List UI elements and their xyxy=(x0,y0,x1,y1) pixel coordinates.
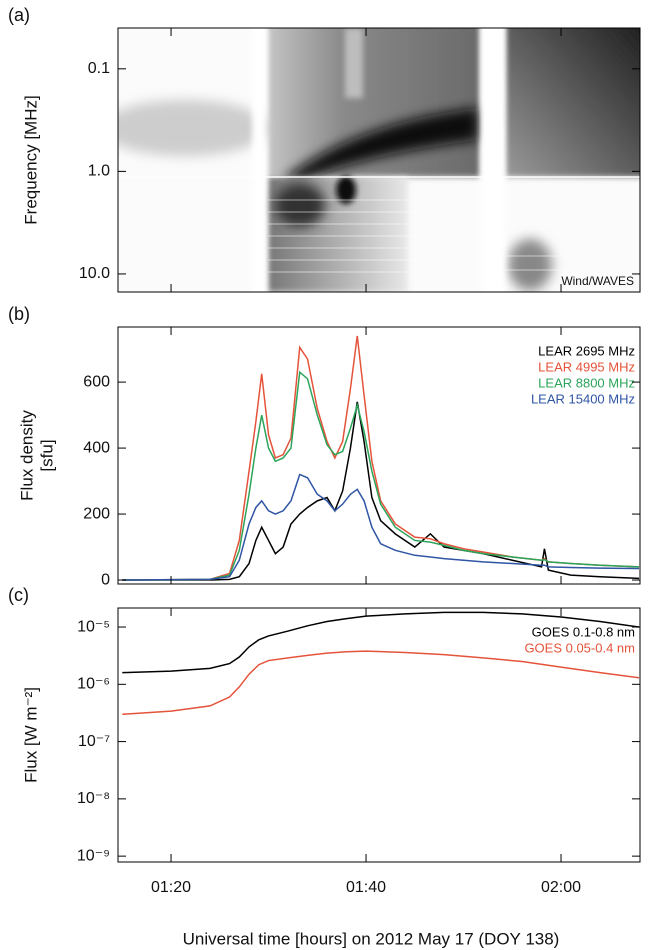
spectrogram-haze xyxy=(118,100,270,156)
panel-label: (a) xyxy=(8,5,30,25)
spectrogram-gap xyxy=(481,28,505,292)
y-tick-label: 10⁻⁷ xyxy=(78,733,110,750)
plot-frame xyxy=(117,27,641,293)
spectrogram-region xyxy=(505,28,640,177)
legend-entry: GOES 0.1-0.8 nm xyxy=(532,624,635,639)
legend-entry: LEAR 15400 MHz xyxy=(531,391,635,406)
spectrogram-blob xyxy=(275,183,325,227)
y-tick-label: 200 xyxy=(83,505,110,522)
plot-frame xyxy=(117,607,641,863)
y-tick-label: 10.0 xyxy=(79,265,110,282)
y-tick-label: 10⁻⁵ xyxy=(77,618,110,635)
series-line xyxy=(122,401,640,581)
series-line xyxy=(122,611,640,674)
annotation: Wind/WAVES xyxy=(561,274,634,288)
plot-frame xyxy=(117,326,641,585)
panel-label: (b) xyxy=(8,304,30,324)
series-line xyxy=(122,370,640,581)
legend-entry: LEAR 4995 MHz xyxy=(538,359,635,374)
y-tick-label: 10⁻⁶ xyxy=(77,676,110,693)
x-tick-label: 02:00 xyxy=(541,879,581,896)
y-tick-label: 600 xyxy=(83,373,110,390)
spectrogram-gap xyxy=(252,28,266,292)
y-axis-label: [sfu] xyxy=(37,439,56,471)
x-tick-label: 01:40 xyxy=(346,879,386,896)
spectrogram-band xyxy=(283,108,478,182)
y-axis-label: Flux density xyxy=(17,410,36,501)
y-tick-label: 0 xyxy=(101,571,110,588)
legend-entry: LEAR 2695 MHz xyxy=(538,343,635,358)
spectrogram xyxy=(118,28,640,292)
y-axis-label: Frequency [MHz] xyxy=(21,95,40,224)
y-tick-label: 1.0 xyxy=(88,163,110,180)
y-tick-label: 400 xyxy=(83,439,110,456)
series-line xyxy=(122,473,640,581)
spectrogram-streak xyxy=(345,28,363,98)
spectrogram-blob xyxy=(336,176,356,204)
x-axis-label: Universal time [hours] on 2012 May 17 (D… xyxy=(183,929,560,948)
x-tick-label: 01:20 xyxy=(151,879,191,896)
y-axis-label: Flux [W m⁻²] xyxy=(21,687,40,783)
y-tick-label: 10⁻⁹ xyxy=(77,847,110,864)
y-tick-label: 0.1 xyxy=(88,60,110,77)
y-tick-label: 10⁻⁸ xyxy=(77,790,110,807)
series-line xyxy=(122,650,640,716)
legend-entry: GOES 0.05-0.4 nm xyxy=(524,640,635,655)
spectrogram-blob xyxy=(508,239,552,291)
spectrogram-rows xyxy=(268,199,600,273)
panel-label: (c) xyxy=(8,585,29,605)
legend-entry: LEAR 8800 MHz xyxy=(538,375,635,390)
